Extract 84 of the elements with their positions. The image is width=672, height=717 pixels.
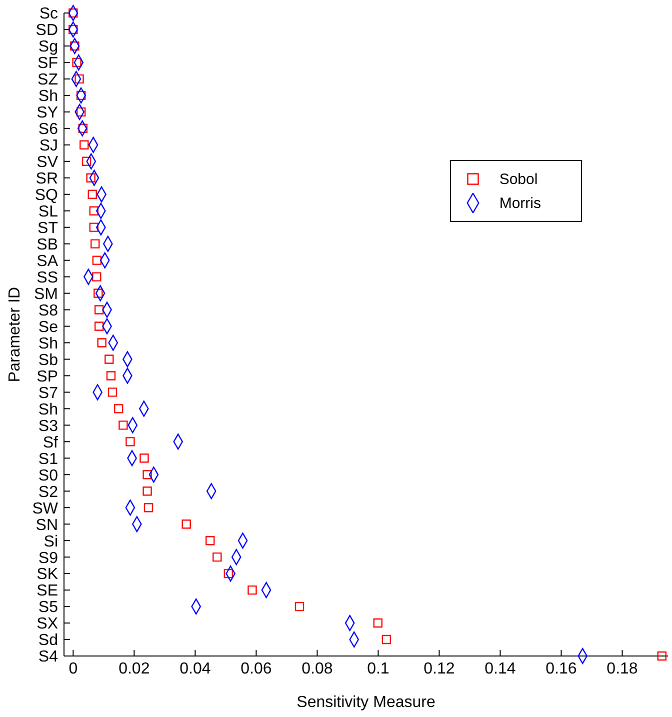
y-tick-label: S4 <box>38 648 58 666</box>
legend-label: Morris <box>499 194 541 212</box>
point <box>104 354 114 364</box>
y-tick-label: Sg <box>38 38 58 56</box>
point <box>224 568 234 578</box>
point <box>182 520 191 529</box>
y-tick-label: SY <box>36 104 58 122</box>
point <box>144 503 154 512</box>
point <box>89 206 98 216</box>
point <box>80 140 89 150</box>
y-tick-label: Sh <box>38 335 58 352</box>
point <box>89 222 98 232</box>
y-tick-label: SN <box>36 516 58 534</box>
x-tick-label: 0.02 <box>118 660 150 678</box>
y-tick-label: SV <box>36 154 58 172</box>
y-tick-label: S9 <box>38 550 58 567</box>
x-tick-label: 0 <box>68 660 78 678</box>
y-tick-label: ST <box>38 220 58 238</box>
y-tick-label: Sh <box>38 401 58 418</box>
point <box>92 256 102 265</box>
point <box>108 388 118 397</box>
point <box>114 404 124 414</box>
y-tick-label: SL <box>38 204 58 221</box>
y-tick-label: Si <box>44 533 58 550</box>
y-tick-label: SK <box>36 566 58 584</box>
y-tick-label: SR <box>36 170 58 188</box>
x-tick-label: 0.1 <box>367 660 390 678</box>
x-tick-label: 0.04 <box>180 660 211 678</box>
x-tick-label: 0.14 <box>484 660 516 678</box>
point <box>88 190 97 199</box>
point <box>94 305 104 314</box>
y-tick-label: SF <box>38 55 58 72</box>
y-tick-label: S0 <box>38 467 58 484</box>
y-tick-label: S8 <box>38 302 58 320</box>
x-tick-label: 0.18 <box>606 660 638 678</box>
x-tick-label: 0.06 <box>240 660 272 678</box>
point <box>294 602 304 612</box>
point <box>382 634 392 644</box>
y-tick-label: Sf <box>42 434 59 452</box>
point <box>97 338 106 348</box>
point <box>94 322 104 331</box>
point <box>373 618 382 628</box>
y-tick-label: S3 <box>38 418 58 435</box>
y-tick-label: S5 <box>38 599 58 616</box>
y-tick-label: S1 <box>38 450 58 468</box>
y-tick-label: S6 <box>38 121 58 138</box>
y-tick-label: Sh <box>38 88 58 106</box>
y-tick-label: SA <box>36 252 58 270</box>
y-tick-label: SZ <box>38 72 58 89</box>
y-tick-label: SX <box>36 616 58 633</box>
point <box>248 585 257 595</box>
point <box>142 470 152 480</box>
point <box>140 454 149 463</box>
y-tick-label: Se <box>38 318 58 336</box>
point <box>657 651 666 661</box>
y-axis-title: Parameter ID <box>6 286 24 382</box>
point <box>206 536 215 546</box>
y-tick-label: S7 <box>38 384 58 402</box>
y-tick-label: SB <box>36 236 58 254</box>
y-tick-label: SS <box>36 269 58 286</box>
point <box>106 371 116 380</box>
x-axis-title: Sensitivity Measure <box>296 694 436 711</box>
y-tick-label: S2 <box>38 484 58 501</box>
y-tick-label: SE <box>36 582 58 600</box>
y-tick-label: SW <box>32 500 59 518</box>
point <box>142 486 152 496</box>
x-tick-label: 0.08 <box>302 660 333 678</box>
y-tick-label: SJ <box>39 138 58 155</box>
y-tick-label: Sc <box>39 6 58 23</box>
y-tick-label: Sd <box>38 632 58 650</box>
y-tick-label: SD <box>36 22 58 40</box>
y-tick-label: SP <box>36 368 58 386</box>
point <box>126 437 135 446</box>
x-tick-label: 0.16 <box>546 660 577 678</box>
y-tick-label: SM <box>34 286 58 303</box>
point <box>212 552 222 562</box>
y-tick-label: Sb <box>38 352 58 369</box>
legend-label: Sobol <box>499 170 538 188</box>
y-tick-label: SQ <box>34 187 58 204</box>
point <box>76 107 86 117</box>
x-tick-label: 0.12 <box>424 660 455 678</box>
point <box>92 272 102 282</box>
point <box>90 239 100 248</box>
point <box>118 420 128 430</box>
